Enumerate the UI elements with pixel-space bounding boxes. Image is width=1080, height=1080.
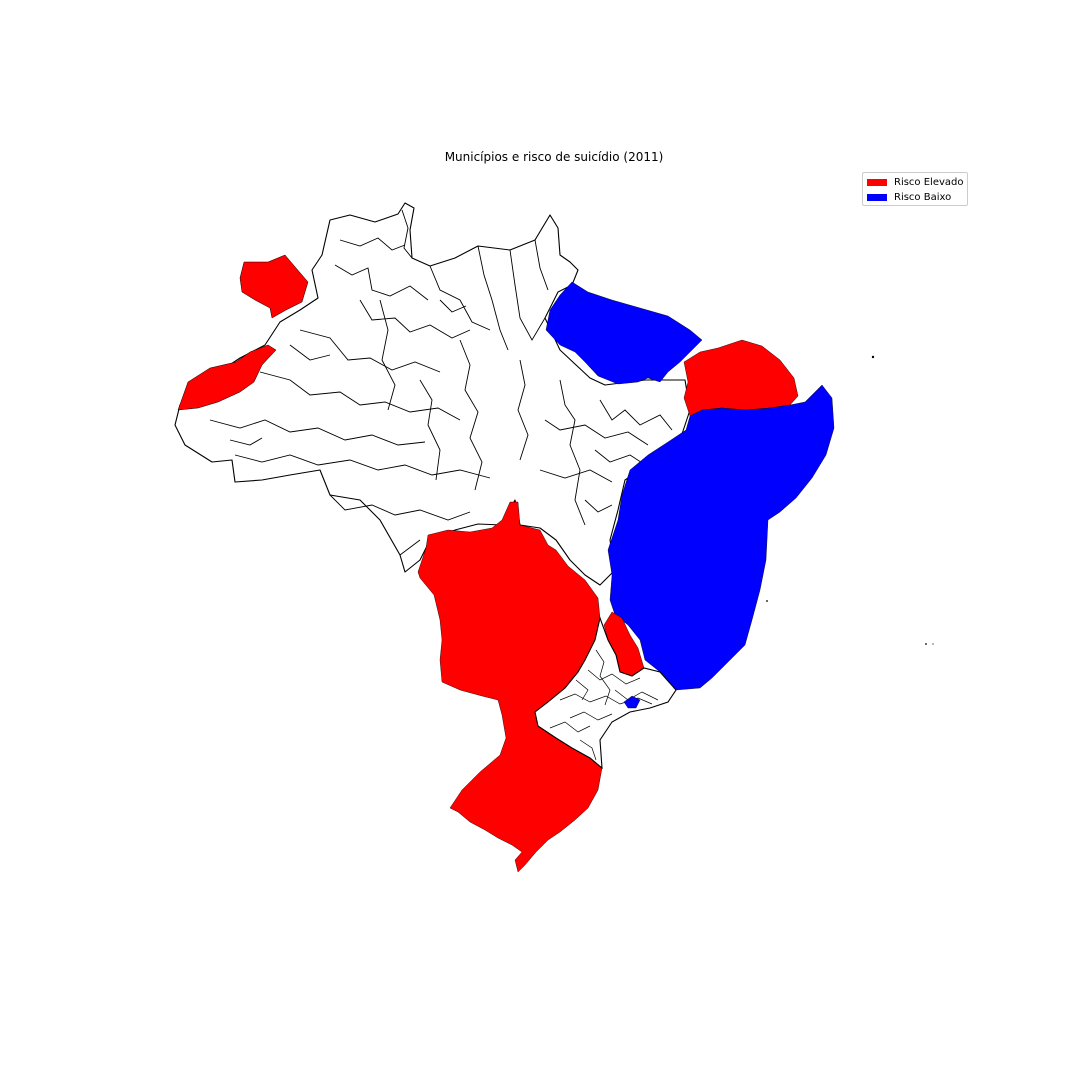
legend-item-risco-baixo: Risco Baixo xyxy=(867,191,951,203)
legend-swatch-elevado xyxy=(867,178,887,186)
region-northwest-cluster xyxy=(239,254,309,319)
region-southeast-municipalities xyxy=(534,616,677,770)
region-northeast-cluster xyxy=(607,384,835,691)
legend-label-baixo: Risco Baixo xyxy=(894,191,952,203)
island-marker xyxy=(766,600,768,602)
region-east-amazon-cluster xyxy=(545,281,703,385)
region-center-south-cluster xyxy=(417,501,603,873)
map-title: Municípios e risco de suicídio (2011) xyxy=(444,150,664,164)
island-marker xyxy=(871,355,875,359)
island-marker xyxy=(925,643,927,645)
north-municipal-boundaries xyxy=(209,209,673,556)
legend: Risco Elevado Risco Baixo xyxy=(862,172,968,206)
legend-swatch-baixo xyxy=(867,193,887,201)
region-southwest-amazon-cluster xyxy=(177,344,277,411)
region-rio-small-cluster xyxy=(623,695,641,709)
region-north-municipalities xyxy=(174,202,691,586)
legend-label-elevado: Risco Elevado xyxy=(894,176,964,188)
island-marker xyxy=(932,643,934,645)
southeast-municipal-boundaries xyxy=(549,649,659,761)
legend-item-risco-elevado: Risco Elevado xyxy=(867,176,964,188)
region-north-coast-cluster xyxy=(683,339,799,417)
